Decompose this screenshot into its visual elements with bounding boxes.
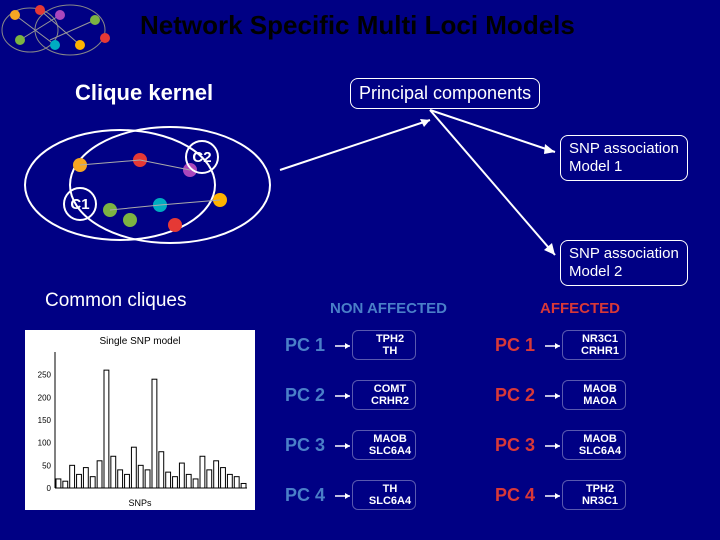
model2-box: SNP association Model 2 — [560, 240, 688, 286]
svg-text:200: 200 — [38, 393, 52, 402]
na-gene-box-1 — [352, 330, 416, 360]
af-gene-box-1 — [562, 330, 626, 360]
svg-text:150: 150 — [38, 416, 52, 425]
na-gene-box-4 — [352, 480, 416, 510]
model1-line1: SNP association — [569, 140, 679, 158]
af-gene-box-4 — [562, 480, 626, 510]
af-gene-box-3 — [562, 430, 626, 460]
model2-line2: Model 2 — [569, 263, 679, 281]
na-pc-3: PC 3 — [285, 435, 325, 456]
affected-header: AFFECTED — [540, 300, 620, 317]
na-gene-box-3 — [352, 430, 416, 460]
model1-box: SNP association Model 1 — [560, 135, 688, 181]
na-pc-2: PC 2 — [285, 385, 325, 406]
af-pc-4: PC 4 — [495, 485, 535, 506]
model1-line2: Model 1 — [569, 158, 679, 176]
network-icon — [0, 0, 130, 60]
na-pc-4: PC 4 — [285, 485, 325, 506]
af-pc-3: PC 3 — [495, 435, 535, 456]
non-affected-header: NON AFFECTED — [330, 300, 447, 317]
af-pc-2: PC 2 — [495, 385, 535, 406]
svg-text:Single SNP model: Single SNP model — [100, 336, 181, 347]
na-gene-box-2 — [352, 380, 416, 410]
model2-line1: SNP association — [569, 245, 679, 263]
af-pc-1: PC 1 — [495, 335, 535, 356]
page-title: Network Specific Multi Loci Models — [140, 10, 575, 41]
svg-text:100: 100 — [38, 439, 52, 448]
common-cliques-label: Common cliques — [45, 290, 187, 312]
svg-text:SNPs: SNPs — [128, 498, 152, 508]
svg-text:0: 0 — [47, 484, 52, 493]
af-gene-box-2 — [562, 380, 626, 410]
na-pc-1: PC 1 — [285, 335, 325, 356]
svg-text:250: 250 — [38, 371, 52, 380]
svg-text:50: 50 — [42, 461, 51, 470]
bar-plot: Single SNP model 0 50 100 150 200 250 SNPs — [25, 330, 255, 510]
